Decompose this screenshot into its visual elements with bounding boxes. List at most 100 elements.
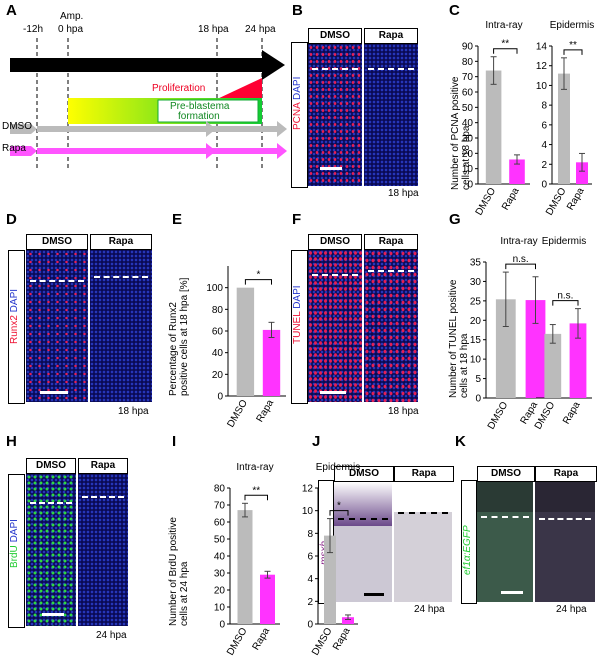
stain-label-box-k [461, 480, 477, 604]
preblastema-label-2: formation [178, 111, 220, 122]
subchart-title-i-0: Intra-ray [236, 462, 273, 473]
bar-g-1-dmso [544, 333, 562, 398]
panel-label-e: E [172, 211, 183, 228]
micrograph-msxb-dmso [334, 482, 392, 602]
significance-bracket-c-0 [493, 48, 518, 54]
y-tick-label-g-0: 0 [475, 394, 481, 405]
ylabel-i-2: cells at 24 hpa [179, 561, 190, 626]
bar-i-0-rapa [260, 574, 275, 624]
subchart-title-c-1: Epidermis [550, 20, 594, 31]
ylabel-g-1: Number of TUNEL positive [448, 279, 459, 398]
bar-i-0-dmso [237, 510, 253, 624]
time-label-j: 24 hpa [414, 604, 445, 615]
y-tick-label-i-1: 12 [302, 484, 314, 495]
y-tick-label-e-0: 40 [212, 348, 224, 359]
x-tick-label-c-1-0: DMSO [544, 186, 569, 218]
y-tick-label-c-1: 6 [541, 120, 547, 131]
bar-c-1-dmso [558, 73, 570, 184]
proliferation-triangle [215, 78, 262, 100]
y-tick-label-g-0: 35 [470, 258, 482, 269]
y-tick-label-e-0: 100 [206, 283, 223, 294]
bar-g-0-dmso [495, 299, 516, 398]
condition-rapa-k: Rapa [535, 466, 597, 482]
y-tick-label-c-1: 4 [541, 140, 547, 151]
y-tick-label-e-0: 60 [212, 327, 224, 338]
main-time-arrow [10, 50, 285, 80]
time-minus12: -12h [23, 24, 44, 35]
y-tick-label-c-0: 20 [462, 149, 474, 160]
condition-rapa-b: Rapa [364, 28, 418, 44]
x-tick-label-g-0-0: DMSO [486, 400, 511, 432]
bar-g-0-rapa [525, 300, 546, 398]
y-tick-label-g-0: 30 [470, 277, 482, 288]
significance-label-e-0: * [256, 270, 260, 281]
y-tick-label-g-0: 20 [470, 316, 482, 327]
condition-rapa-d: Rapa [90, 234, 152, 250]
y-tick-label-c-0: 50 [462, 103, 474, 114]
y-tick-label-c-0: 90 [462, 42, 474, 53]
y-tick-label-i-0: 50 [214, 535, 226, 546]
micrograph-runx2-rapa [90, 250, 152, 402]
ylabel-c-1: Number of PCNA positive [450, 76, 461, 190]
condition-rapa-h: Rapa [78, 458, 128, 474]
y-tick-label-c-0: 10 [462, 164, 474, 175]
micrograph-brdu-dmso [26, 474, 76, 626]
condition-dmso-k: DMSO [477, 466, 535, 482]
subchart-title-g-0: Intra-ray [500, 236, 537, 247]
y-tick-label-i-1: 10 [302, 506, 314, 517]
x-tick-label-g-1-1: Rapa [561, 400, 583, 427]
y-tick-label-c-0: 60 [462, 88, 474, 99]
x-tick-label-i-1-1: Rapa [331, 626, 353, 653]
significance-bracket-g-0 [505, 263, 536, 270]
rapa-label: Rapa [2, 143, 26, 154]
panel-label-i: I [172, 433, 177, 450]
y-tick-label-c-1: 12 [536, 61, 548, 72]
y-tick-label-i-1: 4 [307, 574, 313, 585]
y-tick-label-i-0: 20 [214, 586, 226, 597]
panel-label-g: G [449, 211, 461, 228]
amputation-label: Amp. [60, 11, 84, 22]
y-tick-label-i-1: 0 [307, 620, 313, 631]
y-tick-label-c-0: 30 [462, 134, 474, 145]
panel-label-f: F [292, 211, 302, 228]
subchart-title-i-1: Epidermis [316, 462, 360, 473]
preblastema-label-1: Pre-blastema [170, 101, 230, 112]
y-tick-label-g-0: 5 [475, 374, 481, 385]
ylabel-c-2: cells at 18 hpa [461, 125, 472, 190]
y-tick-label-c-0: 0 [467, 180, 473, 191]
significance-label-i-0: ** [252, 485, 260, 496]
panel-label-k: K [455, 433, 466, 450]
time-label-d: 18 hpa [118, 406, 149, 417]
panel-label-c: C [449, 2, 460, 19]
y-tick-label-i-0: 40 [214, 552, 226, 563]
x-tick-label-i-0-0: DMSO [225, 626, 250, 657]
y-tick-label-c-0: 70 [462, 72, 474, 83]
bar-e-0-dmso [236, 287, 255, 396]
bar-i-1-rapa [342, 617, 354, 624]
stain-label-box-f [291, 250, 308, 404]
timeline-diagram [10, 38, 287, 170]
y-tick-label-i-0: 80 [214, 484, 226, 495]
bar-c-1-rapa [576, 162, 588, 184]
condition-dmso-d: DMSO [26, 234, 88, 250]
y-tick-label-i-0: 70 [214, 501, 226, 512]
panel-label-h: H [6, 433, 17, 450]
y-tick-label-c-1: 10 [536, 81, 548, 92]
y-tick-label-c-0: 80 [462, 57, 474, 68]
stain-label-box-d [8, 250, 25, 404]
significance-label-i-1: * [337, 501, 341, 512]
y-tick-label-i-1: 6 [307, 552, 313, 563]
y-tick-label-i-0: 0 [219, 620, 225, 631]
significance-label-g-0: n.s. [513, 254, 529, 265]
y-tick-label-e-0: 80 [212, 305, 224, 316]
subchart-title-c-0: Intra-ray [485, 20, 522, 31]
x-tick-label-c-0-0: DMSO [474, 186, 499, 218]
x-tick-label-c-1-1: Rapa [565, 186, 587, 213]
time-24hpa: 24 hpa [245, 24, 276, 35]
micrograph-runx2-dmso [26, 250, 88, 402]
significance-label-c-1: ** [569, 40, 577, 51]
rapa-arrow [37, 143, 287, 159]
ylabel-e-2: positive cells at 18 hpa [%] [179, 277, 190, 396]
condition-rapa-f: Rapa [364, 234, 418, 250]
